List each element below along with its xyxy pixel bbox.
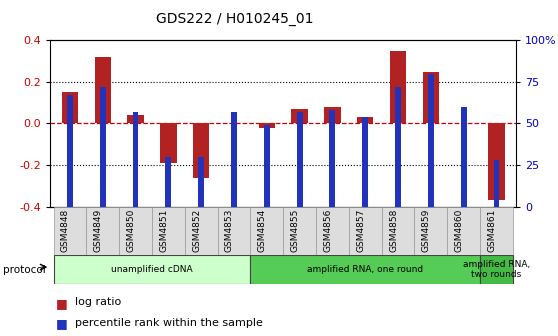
Bar [291,109,308,124]
Text: unamplified cDNA: unamplified cDNA [111,265,193,274]
Bar [349,207,382,255]
Text: amplified RNA,
two rounds: amplified RNA, two rounds [463,260,530,279]
Text: GSM4859: GSM4859 [422,209,431,252]
Bar [283,207,316,255]
Bar [198,157,204,207]
Bar [316,207,349,255]
Text: GSM4857: GSM4857 [356,209,365,252]
Bar [448,207,480,255]
Bar [480,207,513,255]
Bar [251,207,283,255]
Text: GSM4861: GSM4861 [488,209,497,252]
Bar [86,207,119,255]
Bar [62,92,78,124]
Bar [119,207,152,255]
Bar [54,207,86,255]
Bar [231,112,237,207]
Bar [133,112,138,207]
Bar [324,107,340,124]
Bar [160,124,176,163]
Text: GSM4855: GSM4855 [291,209,300,252]
Text: GSM4848: GSM4848 [61,209,70,252]
Bar [382,207,415,255]
Bar [165,157,171,207]
Bar [185,207,218,255]
Bar [428,74,434,207]
Text: GSM4854: GSM4854 [258,209,267,252]
Bar [127,115,144,124]
Bar [258,124,275,128]
Text: GSM4860: GSM4860 [455,209,464,252]
Text: GDS222 / H010245_01: GDS222 / H010245_01 [156,12,313,26]
Bar [357,117,373,124]
Bar [422,72,439,124]
Text: protocol: protocol [3,265,46,275]
Text: percentile rank within the sample: percentile rank within the sample [75,318,263,328]
Bar [390,51,406,124]
Text: GSM4849: GSM4849 [94,209,103,252]
Bar [218,207,251,255]
Text: ■: ■ [56,318,68,331]
Text: GSM4851: GSM4851 [160,209,169,252]
Text: amplified RNA, one round: amplified RNA, one round [307,265,424,274]
Text: GSM4858: GSM4858 [389,209,398,252]
Bar [251,255,480,284]
Text: ■: ■ [56,297,68,310]
Text: GSM4852: GSM4852 [192,209,201,252]
Bar [480,255,513,284]
Bar [415,207,448,255]
Bar [297,112,302,207]
Bar [67,95,73,207]
Text: log ratio: log ratio [75,297,122,307]
Bar [493,160,499,207]
Bar [264,125,270,207]
Bar [152,207,185,255]
Text: GSM4856: GSM4856 [324,209,333,252]
Bar [54,255,251,284]
Bar [193,124,209,177]
Bar [395,87,401,207]
Bar [100,87,105,207]
Text: GSM4850: GSM4850 [127,209,136,252]
Bar [94,57,111,124]
Bar [488,124,504,200]
Text: GSM4853: GSM4853 [225,209,234,252]
Bar [329,110,335,207]
Bar [362,117,368,207]
Bar [461,107,466,207]
